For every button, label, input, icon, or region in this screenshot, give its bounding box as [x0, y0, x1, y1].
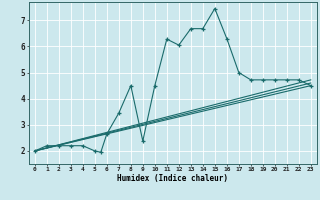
X-axis label: Humidex (Indice chaleur): Humidex (Indice chaleur) — [117, 174, 228, 183]
